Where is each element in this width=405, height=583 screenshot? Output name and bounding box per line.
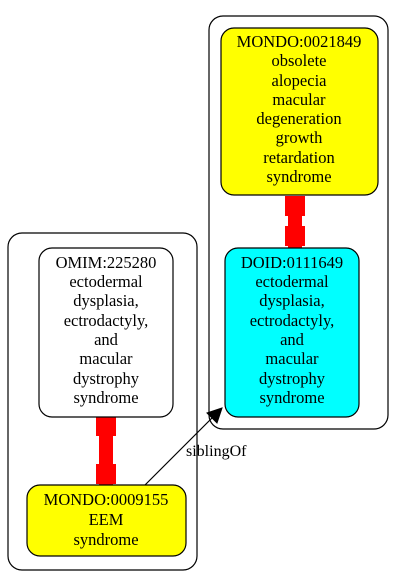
node-box [224, 247, 360, 418]
node-line: macular [265, 349, 319, 368]
node-line: alopecia [272, 71, 328, 90]
sibling-edge-label: siblingOf [186, 443, 247, 460]
node-line: growth [276, 128, 323, 147]
edge-cap-bottom [96, 464, 116, 484]
node-line: dysplasia, [73, 291, 139, 310]
node-line: syndrome [73, 530, 138, 549]
node-line: degeneration [256, 109, 341, 128]
node-line: dysplasia, [259, 291, 325, 310]
equivalence-edge-right [285, 196, 305, 248]
node-box [38, 247, 174, 418]
node-line: ectodermal [255, 272, 329, 291]
node-line: macular [79, 349, 133, 368]
sibling-edge: siblingOf [141, 407, 247, 489]
right-cluster [208, 15, 389, 430]
node-box [220, 27, 379, 196]
node-line: OMIM:225280 [56, 253, 157, 272]
node-line: DOID:0111649 [241, 253, 343, 272]
arrowhead-icon [206, 407, 223, 424]
node-line: ectrodactyly, [64, 311, 149, 330]
node-line: MONDO:0021849 [237, 32, 362, 51]
node-line: ectrodactyly, [250, 311, 335, 330]
edge-cap-top [285, 196, 305, 216]
node-doid-0111649[interactable]: DOID:0111649 ectodermal dysplasia, ectro… [224, 247, 360, 418]
node-line: dystrophy [73, 369, 140, 388]
node-line: obsolete [272, 51, 327, 70]
node-line: dystrophy [259, 369, 326, 388]
node-line: and [280, 330, 305, 349]
node-line: EEM [89, 510, 124, 529]
node-line: MONDO:0009155 [44, 490, 169, 509]
node-mondo-0021849[interactable]: MONDO:0021849 obsolete alopecia macular … [220, 27, 379, 196]
node-mondo-0009155[interactable]: MONDO:0009155 EEM syndrome [26, 484, 187, 557]
node-line: and [94, 330, 119, 349]
node-line: syndrome [259, 388, 324, 407]
left-cluster [7, 232, 198, 571]
sibling-edge-line [141, 417, 213, 489]
node-line: syndrome [266, 167, 331, 186]
node-line: macular [272, 90, 326, 109]
node-line: retardation [263, 148, 334, 167]
node-box [26, 484, 187, 557]
edge-cap-top [96, 416, 116, 436]
node-line: syndrome [73, 388, 138, 407]
node-line: ectodermal [69, 272, 143, 291]
edge-cap-bottom [285, 226, 305, 246]
equivalence-edge-left [96, 416, 116, 486]
node-omim-225280[interactable]: OMIM:225280 ectodermal dysplasia, ectrod… [38, 247, 174, 418]
